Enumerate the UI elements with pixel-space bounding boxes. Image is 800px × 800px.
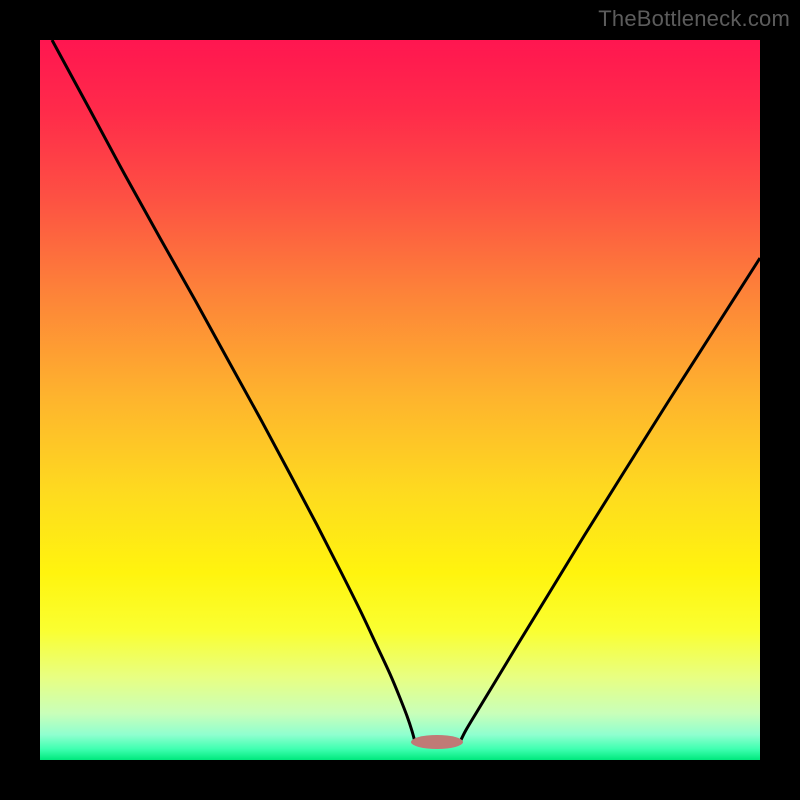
bottleneck-chart bbox=[0, 0, 800, 800]
valley-marker bbox=[411, 735, 463, 749]
gradient-background bbox=[40, 40, 760, 760]
watermark-text: TheBottleneck.com bbox=[598, 6, 790, 32]
